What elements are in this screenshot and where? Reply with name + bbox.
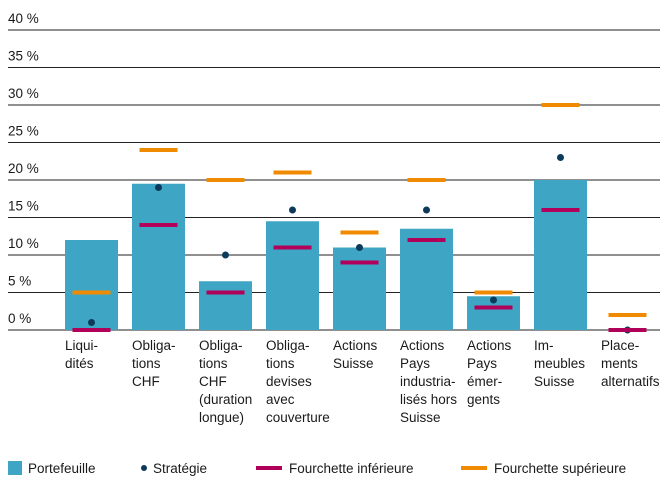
bar — [400, 228, 453, 330]
bar — [199, 281, 252, 330]
bar — [65, 240, 118, 330]
y-tick-label: 15 % — [8, 199, 39, 214]
bar — [132, 183, 185, 330]
y-tick-label: 40 % — [8, 11, 39, 26]
y-tick-label: 20 % — [8, 161, 39, 176]
strategy-dot — [490, 296, 497, 304]
x-tick-label: Obliga- tions devises avec couverture — [266, 338, 330, 425]
legend-label: Fourchette supérieure — [494, 461, 626, 476]
legend-label: Fourchette inférieure — [289, 461, 414, 476]
y-tick-label: 10 % — [8, 236, 39, 251]
bar — [333, 247, 386, 330]
strategy-dot — [289, 206, 296, 214]
strategy-dot — [88, 319, 95, 326]
x-tick-label: Actions Suisse — [333, 338, 378, 371]
x-tick-label: Place- ments alternatifs — [601, 338, 660, 389]
x-tick-label: Actions Pays émer- gents — [467, 338, 512, 407]
y-tick-label: 30 % — [8, 86, 39, 101]
x-tick-label: Actions Pays industria- lisés hors Suiss… — [400, 338, 458, 425]
legend-label: Portefeuille — [28, 461, 96, 476]
y-tick-label: 0 % — [8, 311, 31, 326]
strategy-dot — [423, 206, 430, 214]
y-tick-label: 25 % — [8, 124, 39, 139]
x-tick-label: Im- meubles Suisse — [534, 338, 586, 389]
bar — [534, 180, 587, 330]
strategy-dot — [155, 184, 162, 191]
legend-label: Stratégie — [153, 461, 207, 476]
strategy-dot — [356, 244, 363, 251]
legend-swatch — [141, 465, 147, 471]
legend-swatch — [8, 461, 22, 475]
y-tick-label: 35 % — [8, 49, 39, 64]
strategy-dot — [222, 251, 229, 259]
y-tick-label: 5 % — [8, 274, 31, 289]
bar — [266, 221, 319, 330]
strategy-dot — [557, 154, 564, 161]
x-tick-label: Obliga- tions CHF — [132, 338, 176, 389]
x-tick-label: Obliga- tions CHF (duration longue) — [199, 338, 253, 425]
x-tick-label: Liqui- dités — [65, 338, 99, 371]
